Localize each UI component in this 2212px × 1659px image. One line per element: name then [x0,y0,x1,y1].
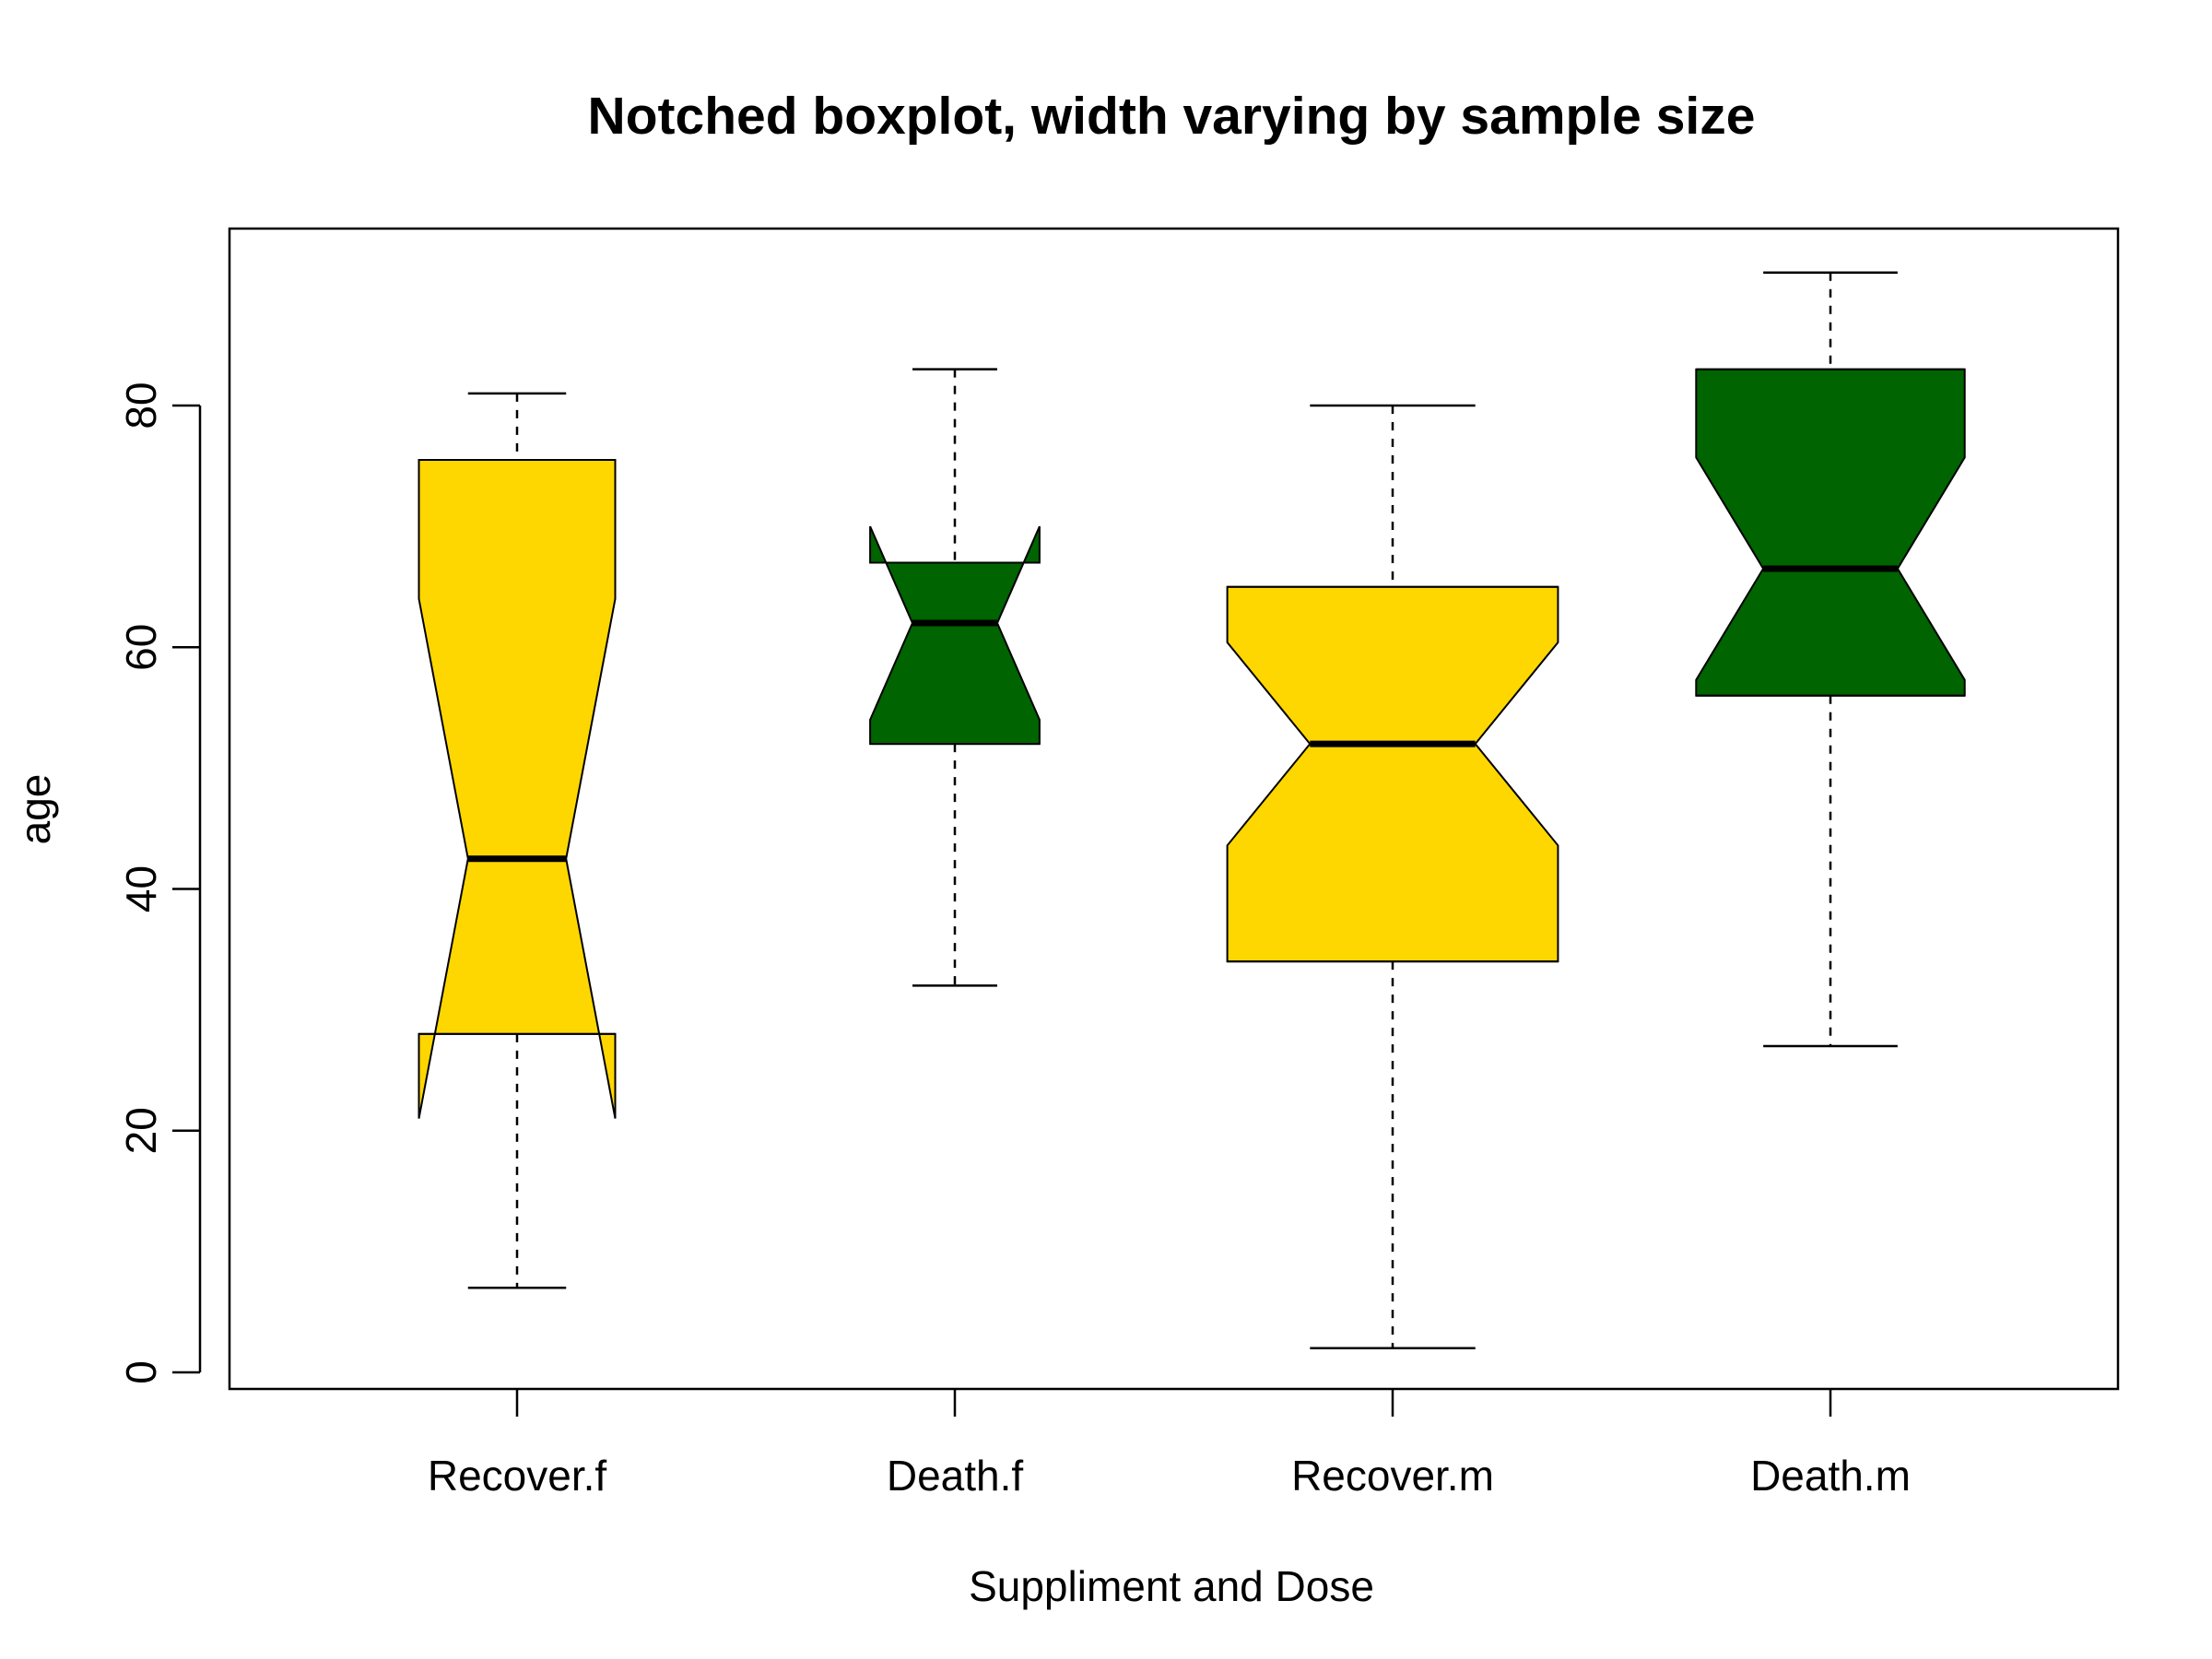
y-tick-label: 60 [117,624,165,671]
x-tick-label: Recover.m [1291,1452,1494,1500]
y-axis: 0 20 40 60 80 [117,382,202,1384]
box-body [1695,368,1966,697]
y-tick-label: 80 [117,382,165,429]
x-axis: Recover.f Death.f Recover.m Death.m [428,1389,1911,1500]
y-tick-label: 20 [117,1107,165,1154]
box-body [418,459,617,1119]
x-tick-label: Death.f [887,1452,1024,1500]
y-tick-label: 0 [117,1360,165,1384]
box-body [1226,585,1559,963]
boxes-group [418,271,1966,1350]
y-axis-label: age [11,774,59,845]
x-tick-label: Death.m [1750,1452,1911,1500]
x-axis-label: Suppliment and Dose [969,1562,1374,1610]
chart-title: Notched boxplot, width varying by sample… [588,87,1756,146]
x-tick-label: Recover.f [428,1452,607,1500]
y-tick-label: 40 [117,865,165,912]
plot-frame [228,227,2120,1391]
